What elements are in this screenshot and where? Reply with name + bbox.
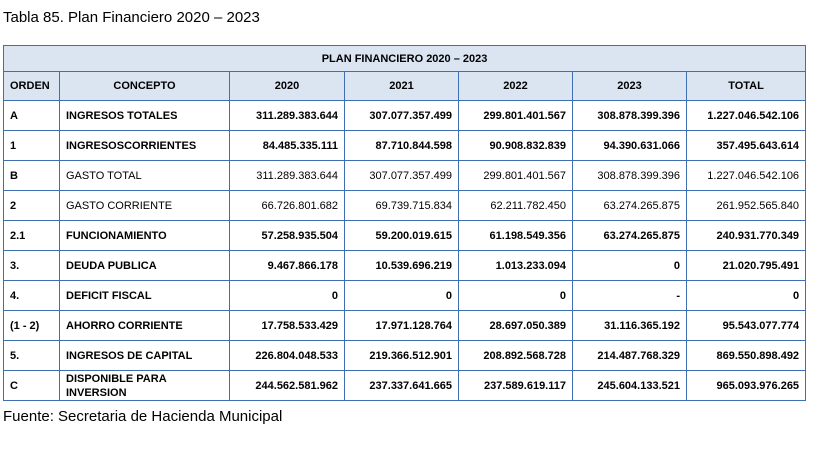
row-2022-cell: 208.892.568.728	[458, 340, 573, 371]
column-header-orden: ORDEN	[3, 71, 60, 101]
table-row: 5. INGRESOS DE CAPITAL 226.804.048.533 219.…	[3, 340, 807, 371]
row-2021-cell: 307.077.357.499	[344, 100, 459, 131]
row-2023-cell: 63.274.265.875	[572, 220, 687, 251]
row-total-cell: 261.952.565.840	[685, 190, 807, 221]
row-2022-cell: 299.801.401.567	[458, 160, 573, 191]
table-row: (1 - 2) AHORRO CORRIENTE 17.758.533.429 17.…	[3, 310, 807, 341]
row-concepto-cell: DISPONIBLE PARA INVERSION	[59, 370, 230, 401]
row-2021-cell: 59.200.019.615	[344, 220, 459, 251]
row-concepto-cell: GASTO CORRIENTE	[59, 190, 230, 221]
table-row: B GASTO TOTAL 311.289.383.644 307.077.357.4…	[3, 160, 807, 191]
row-2023-cell: 308.878.399.396	[572, 160, 687, 191]
row-orden-cell: C	[3, 370, 60, 401]
row-2021-cell: 69.739.715.834	[344, 190, 459, 221]
table-caption: Tabla 85. Plan Financiero 2020 – 2023	[3, 9, 260, 26]
row-total-cell: 1.227.046.542.106	[685, 160, 807, 191]
row-2021-cell: 219.366.512.901	[344, 340, 459, 371]
financial-plan-table: PLAN FINANCIERO 2020 – 2023 ORDEN CONCEP…	[2, 45, 807, 401]
row-2023-cell: 31.116.365.192	[572, 310, 687, 341]
table-source: Fuente: Secretaria de Hacienda Municipal	[3, 408, 283, 425]
row-2021-cell: 87.710.844.598	[344, 130, 459, 161]
row-2023-cell: 0	[572, 250, 687, 281]
row-2020-cell: 244.562.581.962	[229, 370, 345, 401]
table-row: A INGRESOS TOTALES 311.289.383.644 307.077.…	[3, 100, 807, 131]
row-orden-cell: 4.	[3, 280, 60, 311]
table-row: 1 INGRESOSCORRIENTES 84.485.335.111 87.710.…	[3, 130, 807, 161]
column-header-2020: 2020	[229, 71, 345, 101]
row-2021-cell: 237.337.641.665	[344, 370, 459, 401]
row-2020-cell: 66.726.801.682	[229, 190, 345, 221]
row-2020-cell: 226.804.048.533	[229, 340, 345, 371]
row-total-cell: 21.020.795.491	[685, 250, 807, 281]
row-total-cell: 240.931.770.349	[685, 220, 807, 251]
row-total-cell: 95.543.077.774	[685, 310, 807, 341]
row-2023-cell: 214.487.768.329	[572, 340, 687, 371]
row-2021-cell: 17.971.128.764	[344, 310, 459, 341]
row-concepto-cell: AHORRO CORRIENTE	[59, 310, 230, 341]
row-2023-cell: 94.390.631.066	[572, 130, 687, 161]
row-orden-cell: 1	[3, 130, 60, 161]
row-2022-cell: 61.198.549.356	[458, 220, 573, 251]
row-2020-cell: 311.289.383.644	[229, 100, 345, 131]
row-2020-cell: 9.467.866.178	[229, 250, 345, 281]
row-2020-cell: 17.758.533.429	[229, 310, 345, 341]
row-2023-cell: 245.604.133.521	[572, 370, 687, 401]
row-2022-cell: 28.697.050.389	[458, 310, 573, 341]
column-header-total: TOTAL	[685, 71, 807, 101]
row-2020-cell: 84.485.335.111	[229, 130, 345, 161]
row-concepto-cell: INGRESOS TOTALES	[59, 100, 230, 131]
row-2022-cell: 299.801.401.567	[458, 100, 573, 131]
row-2023-cell: 63.274.265.875	[572, 190, 687, 221]
row-2021-cell: 10.539.696.219	[344, 250, 459, 281]
table-body: A INGRESOS TOTALES 311.289.383.644 307.077.…	[3, 100, 807, 401]
row-2023-cell: -	[572, 280, 687, 311]
column-header-2021: 2021	[344, 71, 459, 101]
row-total-cell: 869.550.898.492	[685, 340, 807, 371]
row-total-cell: 357.495.643.614	[685, 130, 807, 161]
row-orden-cell: 2	[3, 190, 60, 221]
table-row: 4. DEFICIT FISCAL 0 0 0-0	[3, 280, 807, 311]
row-2022-cell: 1.013.233.094	[458, 250, 573, 281]
row-total-cell: 0	[685, 280, 807, 311]
table-row: 2.1 FUNCIONAMIENTO 57.258.935.504 59.200.01…	[3, 220, 807, 251]
row-total-cell: 1.227.046.542.106	[685, 100, 807, 131]
table-row: 3. DEUDA PUBLICA 9.467.866.178 10.539.696.2…	[3, 250, 807, 281]
table-row: C DISPONIBLE PARA INVERSION 244.562.581.96…	[3, 370, 807, 401]
row-orden-cell: B	[3, 160, 60, 191]
row-2022-cell: 62.211.782.450	[458, 190, 573, 221]
row-2022-cell: 237.589.619.117	[458, 370, 573, 401]
row-orden-cell: 2.1	[3, 220, 60, 251]
row-2023-cell: 308.878.399.396	[572, 100, 687, 131]
row-concepto-cell: DEFICIT FISCAL	[59, 280, 230, 311]
row-orden-cell: A	[3, 100, 60, 131]
row-orden-cell: 3.	[3, 250, 60, 281]
column-header-2023: 2023	[572, 71, 687, 101]
table-title: PLAN FINANCIERO 2020 – 2023	[2, 45, 807, 72]
row-2020-cell: 0	[229, 280, 345, 311]
table-row: 2 GASTO CORRIENTE 66.726.801.682 69.739.715…	[3, 190, 807, 221]
row-concepto-cell: INGRESOSCORRIENTES	[59, 130, 230, 161]
row-concepto-cell: FUNCIONAMIENTO	[59, 220, 230, 251]
row-concepto-cell: DEUDA PUBLICA	[59, 250, 230, 281]
row-concepto-cell: GASTO TOTAL	[59, 160, 230, 191]
row-total-cell: 965.093.976.265	[685, 370, 807, 401]
row-2021-cell: 307.077.357.499	[344, 160, 459, 191]
row-2022-cell: 0	[458, 280, 573, 311]
row-concepto-cell: INGRESOS DE CAPITAL	[59, 340, 230, 371]
row-orden-cell: (1 - 2)	[3, 310, 60, 341]
row-2020-cell: 311.289.383.644	[229, 160, 345, 191]
row-2020-cell: 57.258.935.504	[229, 220, 345, 251]
row-2022-cell: 90.908.832.839	[458, 130, 573, 161]
row-orden-cell: 5.	[3, 340, 60, 371]
column-header-concepto: CONCEPTO	[59, 71, 230, 101]
column-header-2022: 2022	[458, 71, 573, 101]
row-2021-cell: 0	[344, 280, 459, 311]
